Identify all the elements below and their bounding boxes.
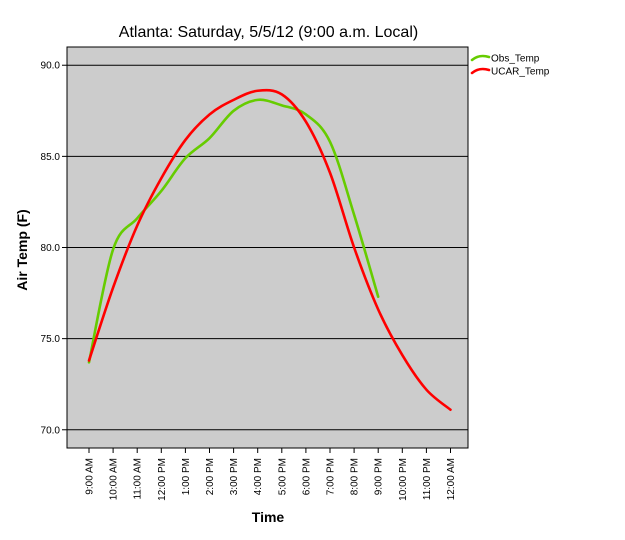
x-axis-label: Time [251, 509, 285, 525]
x-tick-label: 12:00 AM [446, 458, 457, 500]
series-line-obs-temp [87, 98, 380, 364]
y-tick-label: 90.0 [41, 61, 61, 72]
x-tick-label: 7:00 PM [326, 458, 337, 495]
x-tick-label: 11:00 AM [133, 458, 144, 500]
x-tick-label: 10:00 AM [109, 458, 120, 500]
x-tick-label: 9:00 PM [374, 458, 385, 495]
grid-lines [67, 64, 468, 431]
legend-label: UCAR_Temp [491, 67, 550, 78]
x-tick-label: 2:00 PM [205, 458, 216, 495]
x-tick-label: 11:00 PM [422, 458, 433, 500]
x-tick-label: 10:00 PM [398, 458, 409, 501]
x-tick-label: 5:00 PM [277, 458, 288, 495]
series-lines [87, 88, 452, 412]
series-line-ucar-temp [87, 88, 452, 412]
x-tick-label: 9:00 AM [85, 458, 96, 495]
y-tick-label: 80.0 [41, 243, 61, 254]
legend-swatch [470, 67, 491, 75]
x-tick-label: 1:00 PM [181, 458, 192, 495]
y-tick-label: 70.0 [41, 425, 61, 436]
legend-label: Obs_Temp [491, 54, 540, 65]
x-tick-label: 6:00 PM [301, 458, 312, 495]
x-tick-label: 3:00 PM [229, 458, 240, 495]
chart-title: Atlanta: Saturday, 5/5/12 (9:00 a.m. Loc… [118, 24, 419, 41]
x-tick-label: 4:00 PM [253, 458, 264, 495]
x-tick-label: 12:00 PM [157, 458, 168, 501]
legend-swatch [470, 54, 491, 62]
x-axis: 9:00 AM 10:00 AM 11:00 AM 12:00 PM 1:00 PM 2:… [85, 448, 457, 501]
y-tick-label: 85.0 [41, 152, 61, 163]
legend: Obs_Temp UCAR_Temp [470, 54, 550, 78]
y-tick-label: 75.0 [41, 334, 61, 345]
x-tick-label: 8:00 PM [350, 458, 361, 495]
y-axis: 70.0 75.0 80.0 85.0 90.0 [41, 61, 67, 436]
